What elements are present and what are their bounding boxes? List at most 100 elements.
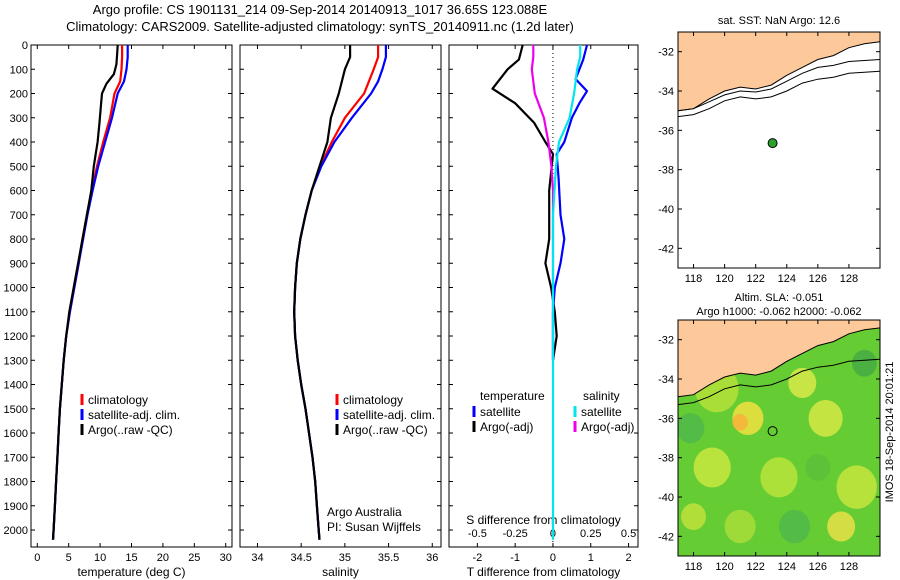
legend-header-salinity: salinity [583,389,620,403]
sst-argo-marker [767,138,778,149]
sst-land-polygon [678,32,880,112]
legend-label-temperature: satellite-adj. clim. [88,408,180,422]
sla-ytick-label: -32 [658,335,674,347]
temperature-ytick-label: 900 [10,258,28,270]
sst-xtick-label: 118 [685,273,703,285]
temperature-ytick-label: 1200 [4,331,28,343]
sst-xtick-label: 126 [809,273,827,285]
temperature-xtick-label: 0 [34,552,40,564]
temperature-xlabel: temperature (deg C) [77,565,185,579]
salinity-xtick-label: 35.5 [378,552,399,564]
sla-xtick-label: 120 [715,561,733,573]
temperature-ytick-label: 1300 [4,355,28,367]
difference-xtick-label: -2 [472,552,482,564]
series-line-difference-2 [551,45,582,540]
temperature-xtick-label: 30 [220,552,232,564]
temperature-ytick-label: 800 [10,234,28,246]
difference-xtick-label: 0 [550,552,556,564]
sla-ytick-label: -42 [658,531,674,543]
difference-axes-frame [448,44,639,548]
panel-temperature: 0100200300400500600700800900100011001200… [4,40,233,579]
temperature-ytick-label: 1500 [4,404,28,416]
temperature-ytick-label: 100 [10,64,28,76]
legend-label-temperature: Argo(..raw -QC) [88,423,173,437]
temperature-axes-frame [30,44,233,548]
sla-axes-frame [677,319,881,557]
timestamp-watermark: IMOS 18-Sep-2014 20:01:21 [884,362,896,503]
sla-ytick-label: -38 [658,453,674,465]
sst-map-area [678,32,880,118]
sst-ytick-label: -36 [658,125,674,137]
legend-label-difference: satellite [480,405,521,419]
sla-anomaly-blob [681,503,706,531]
sst-xtick-label: 128 [840,273,858,285]
legend-label-difference: satellite [581,405,622,419]
sla-anomaly-blob [808,399,843,437]
temperature-xtick-label: 10 [94,552,106,564]
sla-ytick-label: -40 [658,492,674,504]
sla-map-area [678,320,880,556]
legend-label-difference: Argo(-adj) [581,420,634,434]
sst-depth-contour [678,59,880,112]
difference-s-tick-label: 0.5 [621,528,636,540]
salinity-axes-frame [239,44,442,548]
difference-xtick-label: 1 [588,552,594,564]
temperature-xtick-label: 20 [157,552,169,564]
legend-label-difference: Argo(-adj) [480,420,533,434]
legend-label-temperature: climatology [88,393,148,407]
sla-anomaly-blob [779,509,811,544]
temperature-xtick-label: 5 [66,552,72,564]
temperature-ytick-label: 1600 [4,428,28,440]
temperature-xtick-label: 15 [125,552,137,564]
sla-anomaly-blob [852,349,877,377]
temperature-ytick-label: 300 [10,113,28,125]
difference-xlabel: T difference from climatology [467,565,621,579]
sla-xtick-label: 118 [685,561,703,573]
sla-ytick-label: -36 [658,413,674,425]
sst-map-title: sat. SST: NaN Argo: 12.6 [718,15,840,27]
salinity-xtick-label: 36 [426,552,438,564]
temperature-ytick-label: 2000 [4,525,28,537]
temperature-ytick-label: 1700 [4,452,28,464]
salinity-annotation: Argo Australia [327,505,402,519]
sst-ytick-label: -40 [658,204,674,216]
sla-argo-marker [767,426,778,437]
difference-xtick-label: 2 [625,552,631,564]
temperature-ytick-label: 500 [10,161,28,173]
sst-ytick-label: -38 [658,165,674,177]
sst-ytick-label: -34 [658,86,674,98]
temperature-ytick-label: 400 [10,137,28,149]
sst-xtick-label: 122 [747,273,765,285]
salinity-annotation: PI: Susan Wijffels [327,520,421,534]
figure-title-line-1: Argo profile: CS 1901131_214 09-Sep-2014… [92,2,548,17]
salinity-xtick-label: 34.5 [290,552,311,564]
difference-xtick-label: -1 [510,552,520,564]
sla-xtick-label: 128 [840,561,858,573]
sst-xtick-label: 124 [778,273,796,285]
salinity-xlabel: salinity [322,565,359,579]
sla-anomaly-blob [760,457,798,498]
legend-header-temperature: temperature [480,389,545,403]
salinity-xtick-label: 35 [339,552,351,564]
sla-xtick-label: 124 [778,561,796,573]
sla-anomaly-blob [732,413,748,431]
legend-label-salinity: satellite-adj. clim. [343,408,435,422]
legend-label-salinity: Argo(..raw -QC) [343,423,428,437]
series-line-temperature-2 [51,44,119,540]
temperature-ytick-label: 1400 [4,380,28,392]
temperature-ytick-label: 1800 [4,477,28,489]
series-line-salinity-2 [293,45,352,540]
panel-sla: 118 120 122 124 126 128 -32 -34 -36 -38 -40 -42 Alti… [658,292,881,573]
difference-s-axis-label: S difference from climatology [466,513,621,527]
temperature-xtick-label: 25 [188,552,200,564]
sla-ytick-label: -34 [658,374,674,386]
temperature-ytick-label: 600 [10,186,28,198]
difference-s-tick-label: -0.5 [468,528,487,540]
temperature-ytick-label: 1900 [4,501,28,513]
sla-depth-contour [678,358,880,406]
sst-axes-frame [677,31,881,269]
sst-depth-contour [678,70,880,118]
sla-anomaly-blob [805,454,831,481]
temperature-ytick-label: 700 [10,210,28,222]
